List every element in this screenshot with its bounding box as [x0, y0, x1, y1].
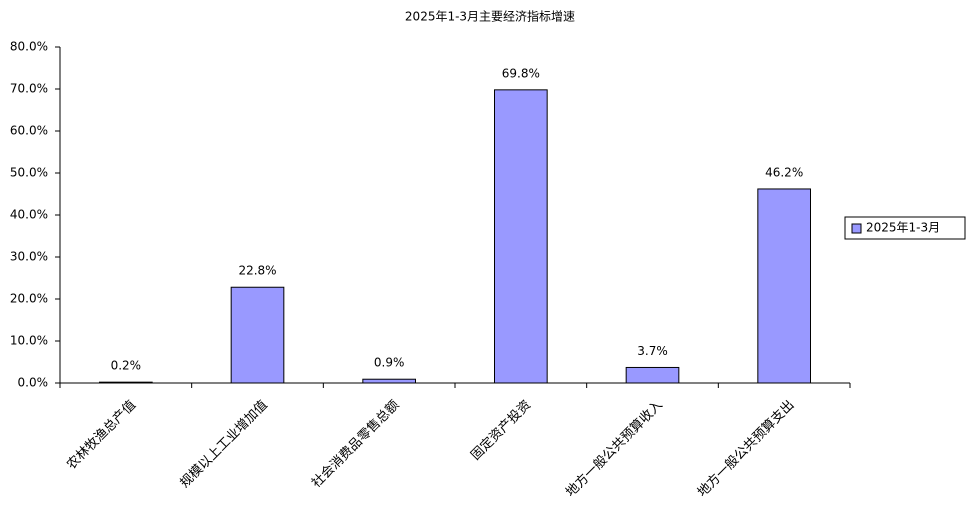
- bar: [230, 286, 285, 384]
- bar: [625, 366, 680, 384]
- y-tick-label: 10.0%: [10, 334, 48, 348]
- x-tick-label: 规模以上工业增加值: [177, 397, 271, 491]
- data-label: 3.7%: [637, 344, 668, 358]
- bar: [494, 89, 548, 384]
- bar: [757, 188, 811, 384]
- y-tick-label: 60.0%: [10, 124, 48, 138]
- y-tick-label: 0.0%: [18, 376, 49, 390]
- data-label: 46.2%: [765, 165, 803, 179]
- bar: [99, 381, 153, 384]
- y-tick-label: 70.0%: [10, 82, 48, 96]
- legend-box: [844, 216, 966, 240]
- bar: [362, 378, 417, 384]
- y-tick-label: 30.0%: [10, 250, 48, 264]
- legend-label: 2025年1-3月: [866, 221, 940, 235]
- data-label: 0.9%: [374, 356, 405, 370]
- y-tick-label: 80.0%: [10, 40, 48, 54]
- x-tick-label: 社会消费品零售总额: [308, 397, 402, 491]
- y-tick-label: 20.0%: [10, 292, 48, 306]
- x-tick-label: 地方一般公共预算收入: [563, 397, 666, 500]
- data-label: 69.8%: [502, 66, 540, 80]
- x-tick-label: 地方一般公共预算支出: [694, 397, 797, 500]
- legend-swatch: [851, 223, 862, 234]
- x-tick-label: 农林牧渔总产值: [63, 397, 139, 473]
- x-tick-label: 固定资产投资: [468, 397, 534, 463]
- y-tick-label: 50.0%: [10, 166, 48, 180]
- data-label: 0.2%: [111, 359, 142, 373]
- y-tick-label: 40.0%: [10, 208, 48, 222]
- chart-title: 2025年1-3月主要经济指标增速: [405, 9, 575, 24]
- data-label: 22.8%: [238, 264, 276, 278]
